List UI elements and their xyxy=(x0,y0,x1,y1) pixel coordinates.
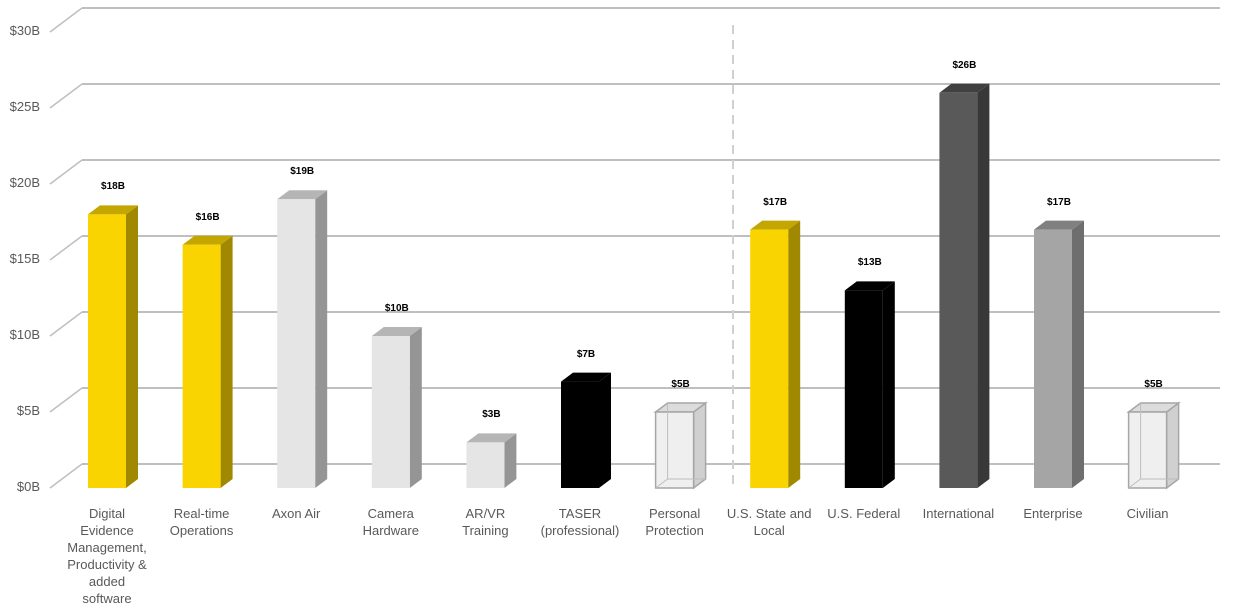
gridline-diagonal xyxy=(49,83,83,109)
bars xyxy=(88,83,1181,490)
gridlines xyxy=(49,7,1220,489)
bar xyxy=(561,372,611,488)
x-category-label: U.S. Federal xyxy=(827,506,901,521)
x-category-label: TASER (professional) xyxy=(540,506,620,538)
data-label: $17B xyxy=(763,196,788,208)
bar xyxy=(1034,220,1084,488)
y-tick-label: $20B xyxy=(9,175,40,190)
x-category-label: Real-time Operations xyxy=(169,506,234,538)
bar xyxy=(88,205,138,488)
bar xyxy=(844,281,895,488)
x-category-label: Axon Air xyxy=(271,506,321,521)
data-label: $18B xyxy=(101,181,125,193)
y-tick-label: $5B xyxy=(16,403,40,418)
data-label: $3B xyxy=(482,409,501,421)
bar xyxy=(182,235,233,488)
data-label: $16B xyxy=(195,211,220,223)
y-tick-label: $30B xyxy=(9,23,40,38)
bar xyxy=(653,401,708,490)
data-label: $13B xyxy=(857,257,882,269)
data-label: $7B xyxy=(576,348,596,360)
gridline-diagonal xyxy=(49,463,83,489)
gridline-diagonal xyxy=(49,311,83,337)
data-label: $19B xyxy=(290,166,315,178)
bar xyxy=(371,327,422,488)
data-label: $26B xyxy=(952,59,977,71)
y-tick-label: $10B xyxy=(9,327,40,342)
bar xyxy=(750,220,801,488)
gridline-diagonal xyxy=(49,7,83,33)
gridline-diagonal xyxy=(49,387,83,413)
x-category-label: Camera Hardware xyxy=(362,506,419,538)
x-category-label: Enterprise xyxy=(1023,506,1083,521)
gridline-diagonal xyxy=(49,159,83,185)
x-category-label: Personal Protection xyxy=(645,506,704,538)
data-label: $17B xyxy=(1047,196,1071,208)
data-label: $10B xyxy=(384,303,409,314)
x-category-label: International xyxy=(922,506,995,521)
bar xyxy=(277,190,328,488)
data-label: $5B xyxy=(671,379,690,390)
x-category-label: Digital Evidence Management, Productivity &… xyxy=(67,506,147,606)
bar xyxy=(466,433,517,488)
data-label: $5B xyxy=(1144,379,1163,390)
y-tick-label: $25B xyxy=(9,99,40,114)
gridline-diagonal xyxy=(49,235,83,261)
bar xyxy=(939,83,990,489)
x-category-label: AR/VR Training xyxy=(462,506,509,538)
x-category-label: U.S. State and Local xyxy=(726,506,812,538)
y-tick-label: $0B xyxy=(16,479,40,494)
y-tick-label: $15B xyxy=(9,251,40,266)
bar xyxy=(1126,401,1181,490)
x-category-label: Civilian xyxy=(1126,506,1169,521)
